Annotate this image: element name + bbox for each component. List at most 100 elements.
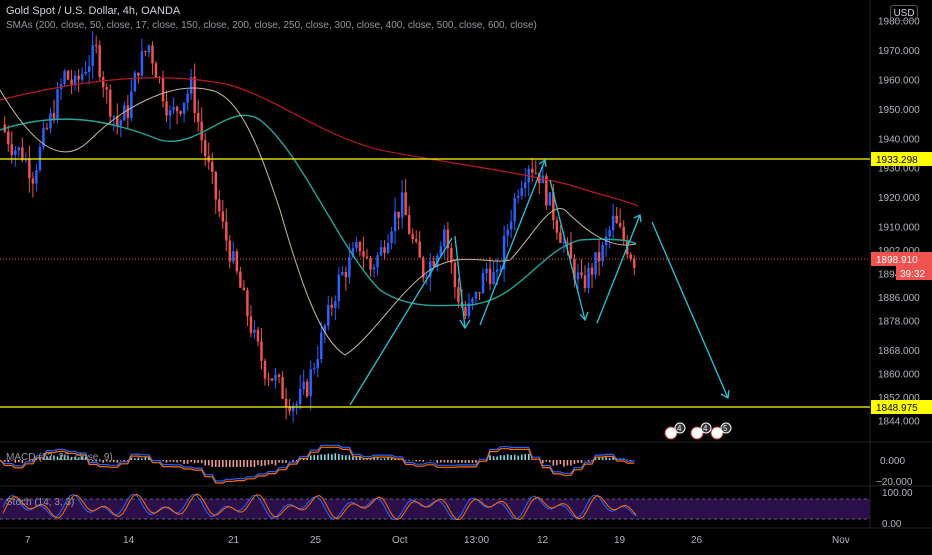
candle-body[interactable] (106, 87, 108, 89)
candle-body[interactable] (95, 45, 97, 46)
candle-body[interactable] (120, 120, 122, 125)
candle-body[interactable] (320, 332, 322, 359)
candle-body[interactable] (612, 216, 614, 230)
candle-body[interactable] (496, 269, 498, 271)
candle-body[interactable] (454, 263, 456, 287)
candle-body[interactable] (18, 147, 20, 150)
candle-body[interactable] (418, 241, 420, 257)
candle-body[interactable] (411, 234, 413, 239)
candle-body[interactable] (246, 290, 248, 316)
candle-body[interactable] (390, 231, 392, 243)
currency-button[interactable]: USD (890, 5, 918, 21)
candle-body[interactable] (443, 230, 445, 247)
candle-body[interactable] (204, 140, 206, 156)
candle-body[interactable] (619, 223, 621, 227)
candle-body[interactable] (260, 341, 262, 361)
candle-body[interactable] (387, 243, 389, 253)
candle-body[interactable] (127, 105, 129, 118)
candle-body[interactable] (102, 77, 104, 87)
candle-body[interactable] (457, 287, 459, 302)
candle-body[interactable] (556, 220, 558, 232)
candle-body[interactable] (179, 111, 181, 114)
candle-body[interactable] (197, 113, 199, 122)
candle-body[interactable] (151, 45, 153, 63)
candle-body[interactable] (200, 122, 202, 141)
candle-body[interactable] (338, 275, 340, 301)
candle-body[interactable] (401, 192, 403, 217)
candle-body[interactable] (317, 359, 319, 368)
price-pane[interactable] (0, 0, 870, 440)
candle-body[interactable] (306, 382, 308, 396)
candle-body[interactable] (570, 242, 572, 258)
candle-body[interactable] (74, 76, 76, 85)
candle-body[interactable] (186, 94, 188, 103)
candle-body[interactable] (383, 247, 385, 253)
candle-body[interactable] (257, 330, 259, 342)
candle-body[interactable] (144, 51, 146, 52)
candle-body[interactable] (355, 242, 357, 248)
candle-body[interactable] (563, 242, 565, 243)
candle-body[interactable] (331, 305, 333, 308)
candle-body[interactable] (109, 90, 111, 117)
candle-body[interactable] (63, 71, 65, 84)
candle-body[interactable] (264, 361, 266, 379)
candle-body[interactable] (211, 162, 213, 172)
candle-body[interactable] (14, 150, 16, 155)
candle-body[interactable] (587, 268, 589, 289)
candle-body[interactable] (345, 272, 347, 277)
candle-body[interactable] (313, 368, 315, 369)
candle-body[interactable] (566, 242, 568, 243)
candle-body[interactable] (28, 159, 30, 178)
candle-body[interactable] (267, 378, 269, 379)
candle-body[interactable] (549, 192, 551, 205)
candle-body[interactable] (32, 178, 34, 183)
symbol-title[interactable]: Gold Spot / U.S. Dollar, 4h, OANDA (6, 5, 180, 17)
candle-body[interactable] (615, 216, 617, 223)
candle-body[interactable] (148, 45, 150, 52)
stoch-label[interactable]: Stoch (14, 3, 3) (6, 497, 74, 508)
candle-body[interactable] (169, 110, 171, 115)
candle-body[interactable] (274, 375, 276, 381)
candle-body[interactable] (250, 316, 252, 332)
candle-body[interactable] (215, 172, 217, 200)
candle-body[interactable] (232, 251, 234, 261)
macd-label[interactable]: MACD (12, 26, close, 9) (6, 452, 113, 463)
candle-body[interactable] (70, 80, 72, 85)
candle-body[interactable] (302, 382, 304, 389)
candle-body[interactable] (130, 91, 132, 118)
candle-body[interactable] (278, 375, 280, 377)
candle-body[interactable] (397, 212, 399, 218)
candle-body[interactable] (608, 230, 610, 236)
candle-body[interactable] (253, 330, 255, 333)
candle-body[interactable] (471, 299, 473, 304)
candle-body[interactable] (584, 275, 586, 288)
candle-body[interactable] (348, 257, 350, 277)
candle-body[interactable] (633, 259, 635, 268)
candle-body[interactable] (341, 272, 343, 275)
candle-body[interactable] (380, 247, 382, 255)
candle-body[interactable] (359, 242, 361, 251)
candle-body[interactable] (229, 241, 231, 262)
candle-body[interactable] (176, 107, 178, 111)
candle-body[interactable] (598, 252, 600, 261)
candle-body[interactable] (594, 252, 596, 274)
candle-body[interactable] (577, 272, 579, 279)
candle-body[interactable] (88, 66, 90, 72)
candle-body[interactable] (162, 78, 164, 102)
candle-body[interactable] (415, 239, 417, 241)
candle-body[interactable] (580, 272, 582, 275)
candle-body[interactable] (91, 45, 93, 66)
candle-body[interactable] (492, 272, 494, 284)
candle-body[interactable] (46, 128, 48, 129)
candle-body[interactable] (327, 305, 329, 326)
candle-body[interactable] (475, 292, 477, 299)
candle-body[interactable] (309, 369, 311, 396)
candle-body[interactable] (271, 378, 273, 380)
candle-body[interactable] (137, 73, 139, 76)
candle-body[interactable] (155, 63, 157, 77)
candle-body[interactable] (67, 71, 69, 80)
candle-body[interactable] (376, 255, 378, 267)
candle-body[interactable] (222, 212, 224, 222)
